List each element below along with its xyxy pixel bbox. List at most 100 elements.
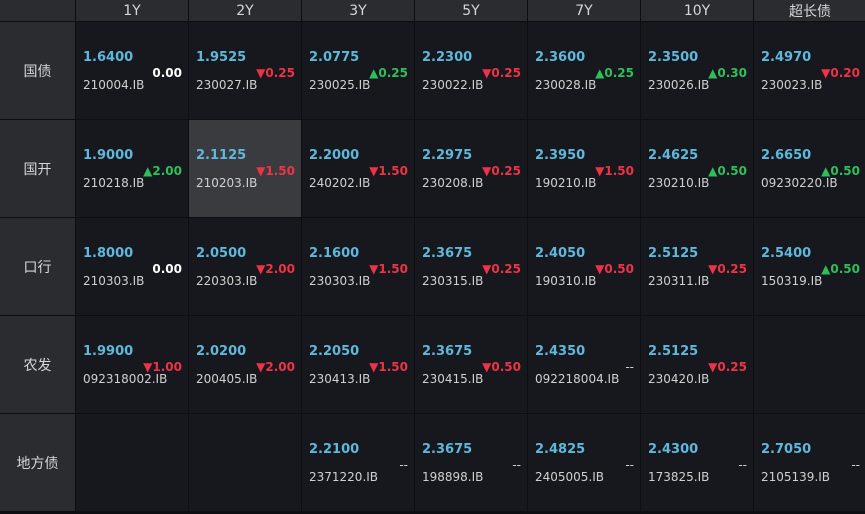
- quote-rate: 2.2000: [309, 148, 360, 163]
- quote-cell[interactable]: 2.3675 230315.IB ▼0.25: [415, 218, 527, 315]
- bond-code: 240202.IB: [309, 176, 371, 190]
- quote-rate: 2.4300: [648, 442, 699, 457]
- quote-rate: 2.3675: [422, 344, 473, 359]
- quote-rate: 2.0500: [196, 246, 247, 261]
- quote-rate: 1.9525: [196, 50, 247, 65]
- quote-rate: 2.7050: [761, 442, 812, 457]
- rate-change: --: [625, 458, 634, 472]
- rate-change: 0.00: [152, 262, 182, 276]
- rate-change: --: [625, 360, 634, 374]
- quote-cell[interactable]: 2.3675 198898.IB --: [415, 414, 527, 511]
- bond-code: 230420.IB: [648, 372, 710, 386]
- rate-change: ▲0.50: [821, 262, 860, 276]
- bond-code: 200405.IB: [196, 372, 258, 386]
- bond-code: 092218004.IB: [535, 372, 620, 386]
- quote-rate: 2.4625: [648, 148, 699, 163]
- quote-rate: 2.2300: [422, 50, 473, 65]
- quote-cell[interactable]: 2.4300 173825.IB --: [641, 414, 753, 511]
- bond-code: 2105139.IB: [761, 470, 831, 484]
- quote-cell[interactable]: 2.2975 230208.IB ▼0.25: [415, 120, 527, 217]
- quote-cell[interactable]: 2.7050 2105139.IB --: [754, 414, 865, 511]
- column-header[interactable]: 2Y: [189, 0, 301, 21]
- quote-cell[interactable]: 2.3675 230415.IB ▼0.50: [415, 316, 527, 413]
- quote-cell[interactable]: 2.0200 200405.IB ▼2.00: [189, 316, 301, 413]
- rate-change: ▼1.50: [256, 164, 295, 178]
- rate-change: ▼0.25: [708, 360, 747, 374]
- rate-change: ▼1.50: [369, 360, 408, 374]
- quote-cell[interactable]: 2.4050 190310.IB ▼0.50: [528, 218, 640, 315]
- quote-cell[interactable]: 2.2000 240202.IB ▼1.50: [302, 120, 414, 217]
- bond-code: 230208.IB: [422, 176, 484, 190]
- quote-rate: 2.3675: [422, 442, 473, 457]
- quote-cell[interactable]: 2.1125 210203.IB ▼1.50: [189, 120, 301, 217]
- quote-cell[interactable]: 2.2300 230022.IB ▼0.25: [415, 22, 527, 119]
- quote-cell[interactable]: 1.8000 210303.IB 0.00: [76, 218, 188, 315]
- quote-cell[interactable]: 2.4625 230210.IB ▲0.50: [641, 120, 753, 217]
- bond-code: 09230220.IB: [761, 176, 838, 190]
- bond-code: 210004.IB: [83, 78, 145, 92]
- rate-change: ▼0.50: [595, 262, 634, 276]
- quote-cell[interactable]: 2.5400 150319.IB ▲0.50: [754, 218, 865, 315]
- rate-change: ▲0.25: [595, 66, 634, 80]
- bond-code: 210203.IB: [196, 176, 258, 190]
- quote-cell[interactable]: 2.5125 230420.IB ▼0.25: [641, 316, 753, 413]
- quote-cell[interactable]: 2.0500 220303.IB ▼2.00: [189, 218, 301, 315]
- row-header[interactable]: 地方债: [0, 414, 75, 511]
- bond-code: 230315.IB: [422, 274, 484, 288]
- quote-cell[interactable]: 2.4350 092218004.IB --: [528, 316, 640, 413]
- column-header[interactable]: 5Y: [415, 0, 527, 21]
- quote-rate: 2.1125: [196, 148, 247, 163]
- rate-change: --: [512, 458, 521, 472]
- column-header[interactable]: 7Y: [528, 0, 640, 21]
- bond-code: 092318002.IB: [83, 372, 168, 386]
- row-header[interactable]: 口行: [0, 218, 75, 315]
- quote-cell[interactable]: 1.9000 210218.IB ▲2.00: [76, 120, 188, 217]
- bond-code: 2405005.IB: [535, 470, 605, 484]
- column-header[interactable]: 10Y: [641, 0, 753, 21]
- bond-code: 230028.IB: [535, 78, 597, 92]
- bond-code: 230026.IB: [648, 78, 710, 92]
- bond-code: 210218.IB: [83, 176, 145, 190]
- row-header[interactable]: 国债: [0, 22, 75, 119]
- quote-cell[interactable]: 2.2050 230413.IB ▼1.50: [302, 316, 414, 413]
- quote-cell[interactable]: 2.5125 230311.IB ▼0.25: [641, 218, 753, 315]
- rate-change: ▼0.25: [708, 262, 747, 276]
- quote-cell[interactable]: 2.2100 2371220.IB --: [302, 414, 414, 511]
- rate-change: ▼1.00: [143, 360, 182, 374]
- rate-change: ▼0.25: [256, 66, 295, 80]
- bond-code: 230311.IB: [648, 274, 710, 288]
- quote-rate: 2.4970: [761, 50, 812, 65]
- quote-rate: 2.3600: [535, 50, 586, 65]
- quote-cell[interactable]: 2.1600 230303.IB ▼1.50: [302, 218, 414, 315]
- quote-rate: 2.0200: [196, 344, 247, 359]
- rate-change: ▲0.30: [708, 66, 747, 80]
- quote-cell[interactable]: 1.9900 092318002.IB ▼1.00: [76, 316, 188, 413]
- quote-rate: 2.1600: [309, 246, 360, 261]
- quote-rate: 2.5125: [648, 344, 699, 359]
- quote-cell[interactable]: 2.3950 190210.IB ▼1.50: [528, 120, 640, 217]
- quote-rate: 1.9900: [83, 344, 134, 359]
- column-header[interactable]: 1Y: [76, 0, 188, 21]
- quote-cell[interactable]: 1.9525 230027.IB ▼0.25: [189, 22, 301, 119]
- rate-change: --: [851, 458, 860, 472]
- column-header[interactable]: 超长债: [754, 0, 865, 21]
- quote-cell[interactable]: 1.6400 210004.IB 0.00: [76, 22, 188, 119]
- quote-rate: 2.4350: [535, 344, 586, 359]
- quote-rate: 2.5400: [761, 246, 812, 261]
- quote-cell[interactable]: 2.4825 2405005.IB --: [528, 414, 640, 511]
- quote-rate: 2.0775: [309, 50, 360, 65]
- row-header[interactable]: 农发: [0, 316, 75, 413]
- quote-rate: 2.3950: [535, 148, 586, 163]
- quote-rate: 2.3500: [648, 50, 699, 65]
- row-header[interactable]: 国开: [0, 120, 75, 217]
- quote-cell[interactable]: 2.0775 230025.IB ▲0.25: [302, 22, 414, 119]
- rate-change: ▲0.25: [369, 66, 408, 80]
- rate-change: 0.00: [152, 66, 182, 80]
- bond-code: 230025.IB: [309, 78, 371, 92]
- column-header[interactable]: 3Y: [302, 0, 414, 21]
- quote-cell[interactable]: 2.6650 09230220.IB ▲0.50: [754, 120, 865, 217]
- quote-cell[interactable]: 2.3600 230028.IB ▲0.25: [528, 22, 640, 119]
- bond-code: 150319.IB: [761, 274, 823, 288]
- quote-cell[interactable]: 2.4970 230023.IB ▼0.20: [754, 22, 865, 119]
- quote-cell[interactable]: 2.3500 230026.IB ▲0.30: [641, 22, 753, 119]
